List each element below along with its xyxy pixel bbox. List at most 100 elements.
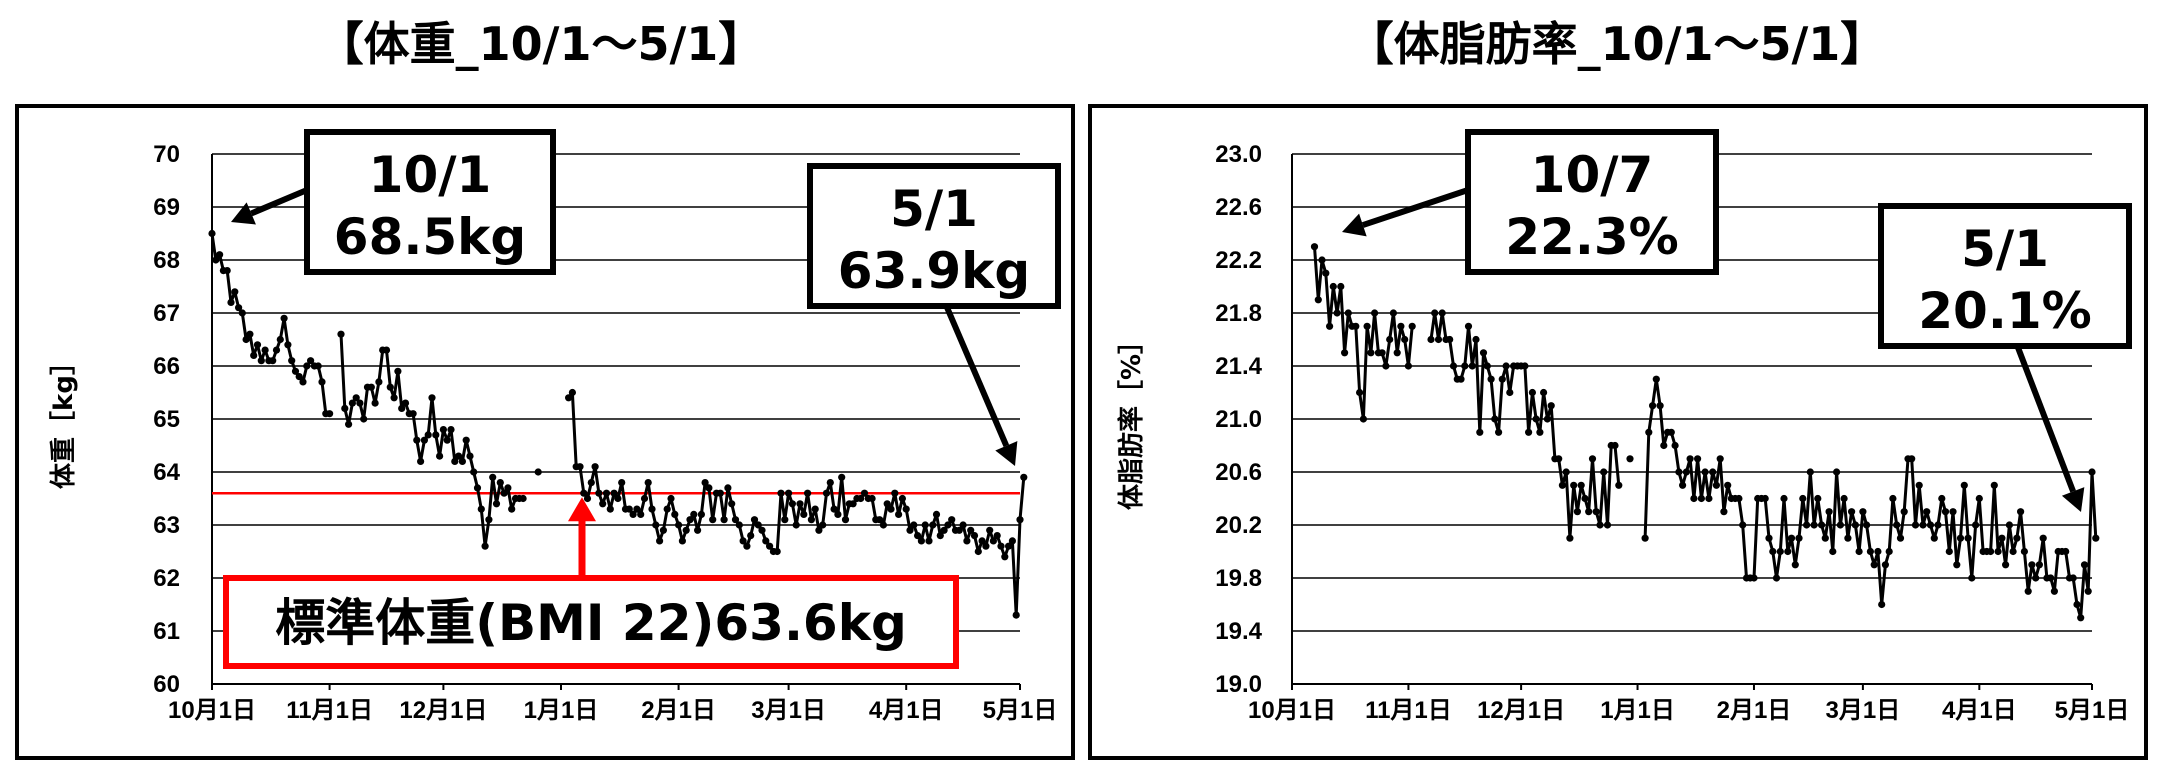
data-point (993, 532, 1001, 540)
data-point (747, 532, 755, 540)
data-point (1874, 547, 1882, 556)
callout-value: 20.1% (1918, 282, 2091, 340)
y-tick-label: 65 (153, 406, 180, 433)
data-point (269, 357, 277, 365)
data-point (466, 452, 474, 460)
data-point (223, 267, 231, 275)
data-point (345, 420, 353, 428)
data-point (2017, 508, 2025, 516)
data-point (1588, 455, 1597, 463)
data-point (1367, 349, 1375, 357)
data-point (1506, 388, 1514, 397)
data-point (299, 378, 307, 386)
y-tick-label: 68 (153, 247, 180, 274)
data-point (1799, 494, 1807, 503)
data-point (1547, 402, 1555, 410)
data-point (781, 516, 789, 524)
series-line (1643, 377, 2098, 620)
y-tick-label: 19.4 (1215, 618, 1262, 645)
data-point (606, 505, 614, 513)
data-point (788, 500, 797, 508)
data-point (944, 521, 952, 529)
data-point (386, 383, 394, 391)
data-point (1787, 534, 1796, 542)
data-point (1930, 534, 1938, 542)
data-point (508, 505, 516, 513)
data-point (1720, 508, 1728, 516)
data-point (978, 537, 986, 545)
data-point (314, 362, 322, 370)
callout-arrow-head (2061, 487, 2085, 512)
data-point (1803, 521, 1811, 529)
data-point (1322, 269, 1330, 277)
callout-date: 5/1 (1961, 220, 2049, 278)
data-point (276, 335, 284, 344)
data-point (940, 526, 948, 534)
data-point (1795, 534, 1803, 542)
data-point (1543, 415, 1551, 423)
data-point (1660, 441, 1668, 450)
data-point (1896, 534, 1905, 542)
data-point (250, 351, 258, 359)
data-point (253, 341, 262, 349)
data-point (1431, 309, 1439, 317)
data-point (1709, 468, 1717, 476)
data-point (443, 436, 451, 444)
data-point (857, 494, 865, 503)
data-point (1378, 349, 1386, 357)
data-point (1344, 309, 1352, 317)
data-point (455, 452, 463, 460)
data-point (382, 346, 391, 354)
y-axis-label: 体脂肪率［%］ (1116, 328, 1147, 510)
data-point (819, 521, 827, 529)
data-point (766, 542, 774, 550)
data-point (1975, 494, 1983, 503)
data-point (447, 426, 455, 434)
data-point (216, 251, 224, 259)
data-point (1476, 428, 1484, 436)
data-point (936, 532, 944, 540)
data-point (1603, 521, 1612, 529)
callout-box (1878, 203, 2132, 349)
data-point (925, 537, 933, 545)
chart-title-weight: 【体重_10/1〜5/1】 (317, 17, 765, 71)
y-tick-label: 19.0 (1215, 671, 1262, 698)
data-point (1434, 335, 1443, 344)
callout-box (1465, 129, 1719, 275)
data-point (2088, 468, 2096, 476)
data-point (887, 505, 895, 513)
data-point (891, 489, 899, 497)
data-point (1310, 243, 1319, 251)
data-point (2039, 534, 2047, 542)
callout-arrow-head (1342, 213, 1367, 237)
data-point (705, 484, 713, 492)
data-point (1964, 534, 1972, 542)
data-point (860, 489, 869, 497)
data-point (1487, 375, 1495, 383)
data-point (902, 505, 910, 513)
data-point (1005, 542, 1013, 550)
data-point (1934, 521, 1942, 529)
data-point (811, 505, 819, 513)
callout-value: 68.5kg (334, 208, 526, 266)
data-point (303, 362, 311, 370)
data-point (1911, 521, 1920, 529)
data-point (1521, 362, 1529, 370)
data-point (1341, 349, 1349, 357)
data-point (1596, 521, 1604, 529)
data-point (917, 537, 926, 545)
data-point (1468, 362, 1476, 370)
data-point (473, 484, 482, 492)
data-point (963, 537, 971, 545)
data-point (242, 335, 250, 344)
reference-label-box (223, 575, 959, 669)
data-point (1502, 362, 1510, 370)
data-point (1386, 335, 1394, 344)
data-point (326, 410, 334, 418)
data-point (1735, 494, 1743, 503)
data-point (1679, 481, 1687, 489)
data-point (1844, 534, 1852, 542)
x-tick-label: 10月1日 (168, 697, 256, 724)
x-tick-label: 12月1日 (399, 697, 487, 724)
